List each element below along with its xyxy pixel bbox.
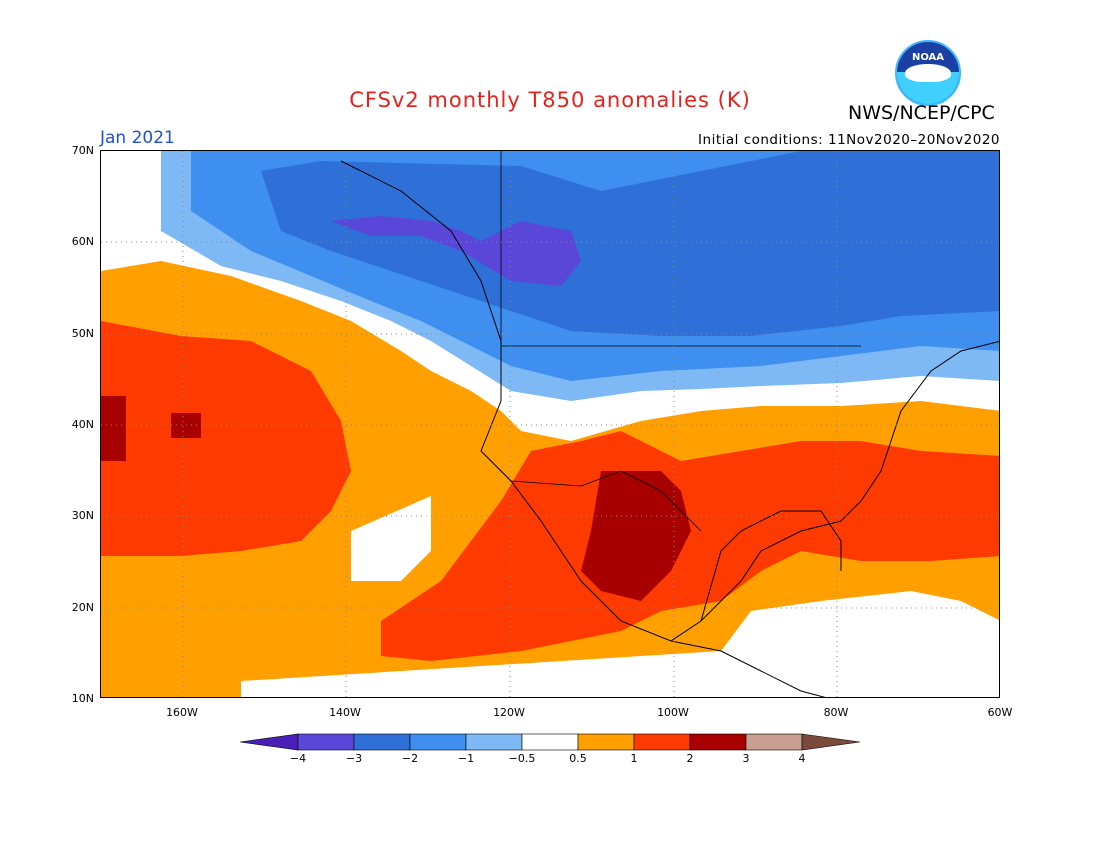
anomaly-map-svg xyxy=(101,151,999,697)
lat-label-60n: 60N xyxy=(71,235,94,248)
lon-label-160w: 160W xyxy=(166,706,198,719)
lon-label-120w: 120W xyxy=(493,706,525,719)
colorbar-bin-5 xyxy=(521,733,579,751)
colorbar-label-m4: −4 xyxy=(289,752,307,765)
colorbar-label-p4: 4 xyxy=(798,752,806,765)
lon-label-80w: 80W xyxy=(823,706,849,719)
colorbar-bin-7 xyxy=(633,733,691,751)
border-us-canada xyxy=(500,151,861,347)
colorbar-label-p3: 3 xyxy=(742,752,750,765)
field-purple xyxy=(331,216,581,286)
lon-label-60w: 60W xyxy=(987,706,1013,719)
lon-label-140w: 140W xyxy=(329,706,361,719)
colorbar-label-p2: 2 xyxy=(686,752,694,765)
map-title: CFSv2 monthly T850 anomalies (K) xyxy=(349,88,751,112)
field-red-south xyxy=(381,431,999,661)
lat-label-40n: 40N xyxy=(71,418,94,431)
lon-label-100w: 100W xyxy=(657,706,689,719)
logo-text: NOAA xyxy=(911,52,945,63)
colorbar-label-m05: −0.5 xyxy=(508,752,536,765)
colorbar-bin-1 xyxy=(297,733,355,751)
colorbar-label-p1: 1 xyxy=(630,752,638,765)
field-red-pacific xyxy=(101,321,351,556)
lat-grid xyxy=(101,241,999,609)
field-white-caribbean xyxy=(241,591,999,697)
colorbar-bin-3 xyxy=(409,733,467,751)
coastline-north-america xyxy=(340,160,999,642)
agency-label: NWS/NCEP/CPC xyxy=(848,102,995,124)
coastline-gulf xyxy=(700,510,842,622)
colorbar-bin-4 xyxy=(465,733,523,751)
lat-label-30n: 30N xyxy=(71,509,94,522)
colorbar-label-m3: −3 xyxy=(345,752,363,765)
forecast-month: Jan 2021 xyxy=(100,128,175,148)
field-blue xyxy=(261,151,999,336)
colorbar-label-m2: −2 xyxy=(401,752,419,765)
colorbar-arrow-low xyxy=(240,733,299,751)
lat-label-10n: 10N xyxy=(71,692,94,705)
colorbar-bin-9 xyxy=(745,733,803,751)
colorbar-label-p05: 0.5 xyxy=(569,752,587,765)
colorbar xyxy=(240,733,861,751)
field-darkred-mexico xyxy=(581,471,691,601)
colorbar-bin-8 xyxy=(689,733,747,751)
lat-label-70n: 70N xyxy=(71,144,94,157)
colorbar-bin-6 xyxy=(577,733,635,751)
lat-label-20n: 20N xyxy=(71,601,94,614)
colorbar-arrow-high xyxy=(801,733,861,751)
lat-label-50n: 50N xyxy=(71,327,94,340)
initial-conditions: Initial conditions: 11Nov2020–20Nov2020 xyxy=(698,132,1000,148)
noaa-logo: NOAA xyxy=(895,40,961,106)
field-white-pacific xyxy=(351,496,431,581)
anomaly-map xyxy=(100,150,1000,698)
coastline-central-america xyxy=(670,640,826,697)
colorbar-bin-2 xyxy=(353,733,411,751)
border-us-mexico xyxy=(510,470,702,532)
colorbar-label-m1: −1 xyxy=(457,752,475,765)
field-darkred-pacific xyxy=(101,396,126,461)
